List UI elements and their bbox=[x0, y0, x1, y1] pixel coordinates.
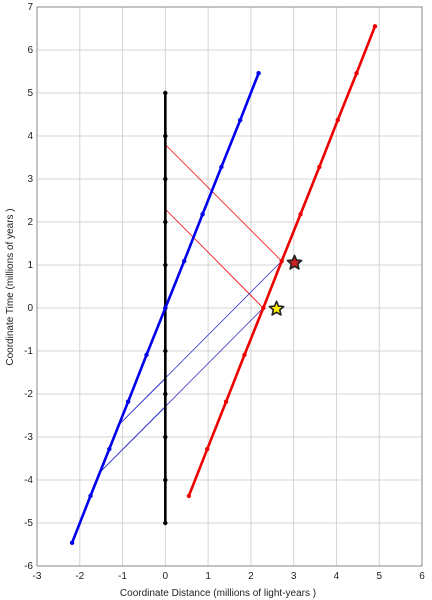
data-point bbox=[144, 352, 149, 358]
light-signal-line bbox=[118, 378, 166, 425]
y-tick-label: -5 bbox=[24, 518, 33, 529]
y-tick-label: -4 bbox=[24, 475, 33, 486]
x-tick-labels: -3 -2 -1 0 1 2 3 4 5 6 bbox=[33, 571, 426, 582]
x-tick-label: 2 bbox=[248, 571, 254, 582]
data-point bbox=[69, 540, 75, 545]
x-axis-label: Coordinate Distance (millions of light-y… bbox=[120, 588, 316, 599]
data-point bbox=[223, 399, 229, 404]
y-tick-label: -2 bbox=[24, 389, 33, 400]
data-point bbox=[107, 446, 112, 452]
x-tick-label: 0 bbox=[163, 571, 169, 582]
x-tick-label: -2 bbox=[75, 571, 84, 582]
y-tick-label: -6 bbox=[24, 561, 33, 572]
data-point bbox=[335, 117, 340, 123]
y-tick-label: 4 bbox=[27, 131, 33, 142]
data-point bbox=[163, 348, 168, 354]
star-marker bbox=[286, 254, 303, 270]
data-point bbox=[181, 258, 187, 264]
data-point bbox=[125, 399, 131, 404]
data-point bbox=[163, 520, 168, 526]
data-point bbox=[372, 24, 378, 29]
x-tick-label: 3 bbox=[291, 571, 297, 582]
data-point bbox=[200, 212, 205, 217]
data-point bbox=[163, 90, 168, 96]
data-point bbox=[242, 352, 247, 358]
data-point bbox=[205, 446, 210, 452]
plot-frame bbox=[36, 6, 423, 567]
y-tick-label: 0 bbox=[27, 303, 33, 314]
data-point bbox=[163, 305, 168, 311]
x-tick-label: -1 bbox=[118, 571, 127, 582]
data-point bbox=[88, 493, 93, 499]
data-point bbox=[163, 434, 168, 440]
x-tick-label: 1 bbox=[205, 571, 211, 582]
x-tick-label: 4 bbox=[334, 571, 340, 582]
data-point bbox=[163, 133, 168, 139]
x-tick-label: 5 bbox=[376, 571, 382, 582]
light-signal-line bbox=[164, 144, 283, 262]
data-point bbox=[186, 493, 192, 499]
data-point bbox=[261, 305, 266, 311]
light-signal-line bbox=[97, 406, 166, 475]
data-point bbox=[163, 262, 168, 268]
data-point bbox=[354, 71, 359, 76]
data-point bbox=[298, 212, 303, 217]
data-point bbox=[256, 71, 261, 76]
series-group bbox=[69, 24, 378, 545]
y-tick-label: 5 bbox=[27, 88, 33, 99]
data-point bbox=[219, 164, 224, 170]
data-point bbox=[163, 176, 168, 182]
y-tick-label: 6 bbox=[27, 45, 33, 56]
data-point bbox=[163, 391, 168, 397]
x-tick-label: 6 bbox=[419, 571, 425, 582]
data-point bbox=[163, 477, 168, 483]
data-point bbox=[163, 219, 168, 225]
y-tick-label: 3 bbox=[27, 174, 33, 185]
light-signal-line bbox=[164, 208, 264, 309]
y-tick-label: -1 bbox=[24, 346, 33, 357]
y-tick-label: 7 bbox=[27, 2, 33, 13]
data-point bbox=[237, 117, 243, 123]
star-markers bbox=[268, 254, 303, 316]
y-tick-label: -3 bbox=[24, 432, 33, 443]
data-point bbox=[317, 164, 322, 170]
x-tick-label: -3 bbox=[33, 571, 42, 582]
y-tick-label: 1 bbox=[27, 260, 33, 271]
y-tick-label: 2 bbox=[27, 217, 33, 228]
y-axis-label: Coordinate Time (millions of years ) bbox=[5, 208, 16, 365]
y-tick-labels: -6 -5 -4 -3 -2 -1 0 1 2 3 4 5 6 7 bbox=[24, 2, 33, 572]
star-marker bbox=[268, 300, 285, 316]
data-point bbox=[279, 258, 284, 264]
